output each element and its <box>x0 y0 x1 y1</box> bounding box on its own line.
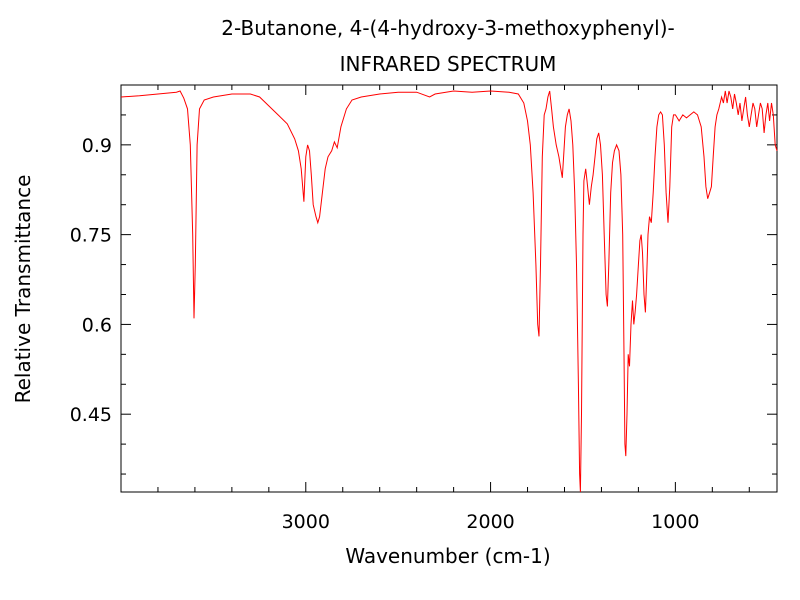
x-axis-label: Wavenumber (cm-1) <box>345 544 550 568</box>
y-minor-ticks <box>121 114 777 475</box>
chart-title: 2-Butanone, 4-(4-hydroxy-3-methoxyphenyl… <box>221 16 674 40</box>
plot-frame <box>120 84 778 493</box>
y-tick-label: 0.9 <box>82 135 112 157</box>
y-tick-label: 0.45 <box>70 404 112 426</box>
x-axis-ticks: 3000 2000 1000 <box>282 85 700 533</box>
y-tick-label: 0.75 <box>70 225 112 247</box>
x-tick-label: 2000 <box>466 511 514 533</box>
x-tick-label: 1000 <box>651 511 699 533</box>
plot-area: 0.9 0.75 0.6 0.45 3000 2000 1000 <box>70 84 778 533</box>
chart-subtitle: INFRARED SPECTRUM <box>340 52 557 76</box>
x-minor-ticks <box>157 85 750 492</box>
spectrum-line <box>120 90 778 493</box>
y-axis-ticks: 0.9 0.75 0.6 0.45 <box>70 135 777 426</box>
x-tick-label: 3000 <box>282 511 330 533</box>
y-tick-label: 0.6 <box>82 314 112 336</box>
y-axis-label: Relative Transmittance <box>11 175 35 404</box>
